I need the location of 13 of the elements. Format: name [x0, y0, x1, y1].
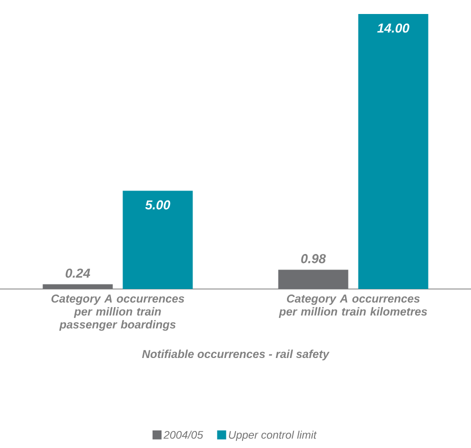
bar [358, 14, 428, 289]
x-axis-title: Notifiable occurrences - rail safety [142, 350, 330, 360]
data-label: 5.00 [145, 200, 170, 210]
x-tick-label: Category A occurrences per million train passenger boardings [51, 294, 184, 331]
legend-label: Upper control limit [228, 430, 317, 441]
bar [278, 270, 348, 289]
data-label: 14.00 [377, 24, 410, 33]
bar [42, 284, 113, 289]
data-label: 0.24 [66, 268, 90, 278]
data-label: 0.98 [301, 254, 326, 264]
bar [122, 190, 193, 289]
x-tick-label: Category A occurrences per million train kilometres [278, 294, 428, 318]
legend-label: 2004/05 [163, 430, 204, 439]
